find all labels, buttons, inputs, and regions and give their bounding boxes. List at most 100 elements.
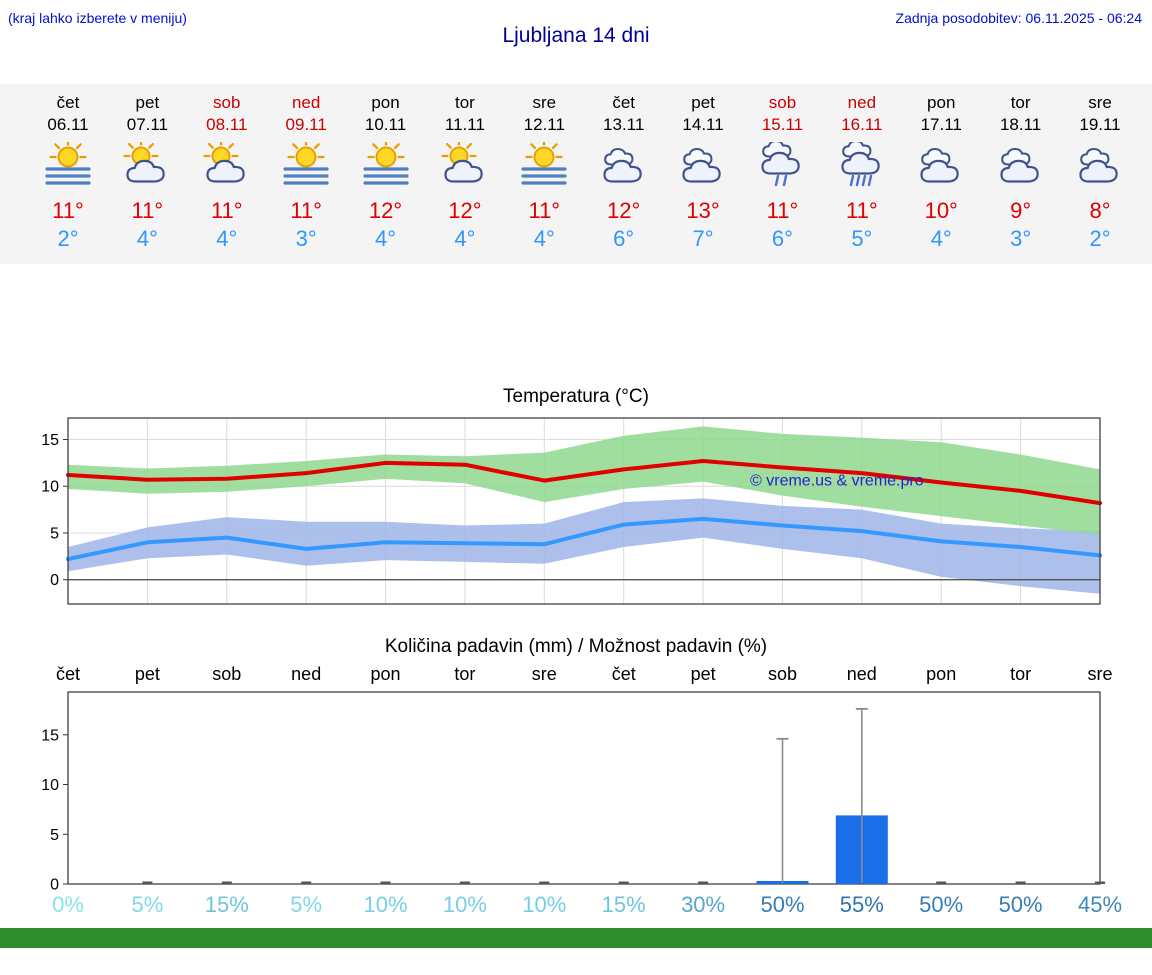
precip-y-tick-label: 5 xyxy=(50,827,59,844)
precip-trace-mark xyxy=(459,881,470,884)
forecast-day-13[interactable]: sre 19.11 8° 2° xyxy=(1060,92,1140,252)
precipitation-chart: čet pet sob ned pon tor sre čet pet sob ned pon tor s… xyxy=(41,664,1122,917)
forecast-day-12[interactable]: tor 18.11 9° 3° xyxy=(981,92,1061,252)
day-name: čet xyxy=(612,93,636,112)
partly-cloudy-icon xyxy=(187,141,267,189)
forecast-day-11[interactable]: pon 17.11 10° 4° xyxy=(901,92,981,252)
precip-y-tick-label: 0 xyxy=(50,877,59,894)
precip-day-label: sob xyxy=(212,664,241,684)
day-date: 17.11 xyxy=(920,115,962,134)
day-name: tor xyxy=(455,93,475,112)
sun-fog-icon xyxy=(266,141,346,189)
day-date: 11.11 xyxy=(444,115,485,134)
probability-label: 0% xyxy=(52,892,84,917)
max-temp-line xyxy=(66,459,1102,506)
temperature-chart-title: Temperatura (°C) xyxy=(503,386,649,407)
partly-cloudy-icon xyxy=(425,141,505,189)
precip-day-label: sre xyxy=(1087,664,1112,684)
day-name: ned xyxy=(847,93,877,112)
forecast-day-2[interactable]: sob 08.11 11° 4° xyxy=(187,92,267,252)
probability-label: 10% xyxy=(363,892,407,917)
day-name: ned xyxy=(291,93,321,112)
high-temp: 12° xyxy=(607,198,641,223)
forecast-day-8[interactable]: pet 14.11 13° 7° xyxy=(663,92,743,252)
precip-trace-mark xyxy=(698,881,709,884)
precip-y-tick-label: 15 xyxy=(41,727,59,744)
precip-day-label: ned xyxy=(291,664,321,684)
day-name: čet xyxy=(56,93,80,112)
forecast-day-1[interactable]: pet 07.11 11° 4° xyxy=(107,92,187,252)
forecast-day-6[interactable]: sre 12.11 11° 4° xyxy=(504,92,584,252)
precip-trace-mark xyxy=(142,881,153,884)
cloudy-icon xyxy=(981,141,1061,189)
low-temp: 2° xyxy=(57,226,79,251)
sun-fog-icon xyxy=(28,141,108,189)
high-temp: 11° xyxy=(766,198,799,223)
day-name: pon xyxy=(927,93,956,112)
precip-day-label: pet xyxy=(135,664,160,684)
precip-trace-mark xyxy=(380,881,391,884)
forecast-day-7[interactable]: čet 13.11 12° 6° xyxy=(584,92,664,252)
probability-label: 10% xyxy=(443,892,487,917)
probability-label: 15% xyxy=(602,892,646,917)
page-title: Ljubljana 14 dni xyxy=(502,24,650,47)
page-header: (kraj lahko izberete v meniju) Ljubljana… xyxy=(0,0,1152,60)
probability-label: 30% xyxy=(681,892,725,917)
day-date: 18.11 xyxy=(999,115,1042,134)
precip-day-label: pon xyxy=(926,664,956,684)
day-name: pet xyxy=(135,93,160,112)
probability-label: 5% xyxy=(290,892,322,917)
high-temp: 11° xyxy=(528,198,561,223)
low-temp: 3° xyxy=(1010,226,1032,251)
forecast-day-5[interactable]: tor 11.11 12° 4° xyxy=(425,92,505,252)
temp-y-tick-label: 0 xyxy=(50,572,59,589)
low-temp: 4° xyxy=(454,226,476,251)
day-name: sob xyxy=(213,93,241,112)
forecast-day-0[interactable]: čet 06.11 11° 2° xyxy=(28,92,108,252)
min-temp-line xyxy=(66,516,1102,562)
forecast-strip: čet 06.11 11° 2° pet 07.11 11° 4° sob 08.11 11° 4° n… xyxy=(0,84,1152,264)
day-date: 12.11 xyxy=(523,115,565,134)
low-temp: 4° xyxy=(533,226,555,251)
forecast-day-10[interactable]: ned 16.11 11° 5° xyxy=(822,92,902,252)
day-date: 07.11 xyxy=(126,115,169,134)
probability-label: 55% xyxy=(840,892,884,917)
high-temp: 8° xyxy=(1089,198,1111,223)
probability-label: 45% xyxy=(1078,892,1122,917)
precip-trace-mark xyxy=(221,881,232,884)
high-temp: 12° xyxy=(368,198,403,223)
low-temp: 4° xyxy=(136,226,158,251)
precip-trace-mark xyxy=(301,881,312,884)
probability-label: 15% xyxy=(205,892,249,917)
day-name: pon xyxy=(371,93,400,112)
high-temp: 10° xyxy=(924,198,958,223)
probability-label: 50% xyxy=(760,892,804,917)
precip-day-label: sre xyxy=(532,664,557,684)
low-temp: 4° xyxy=(930,226,952,251)
day-date: 10.11 xyxy=(364,115,407,134)
precip-day-label: ned xyxy=(847,664,877,684)
cloudy-icon xyxy=(663,141,743,189)
low-temp: 4° xyxy=(216,226,238,251)
cloudy-icon xyxy=(584,141,664,189)
precip-day-label: čet xyxy=(612,664,636,684)
precip-day-label: tor xyxy=(454,664,475,684)
cloudy-icon xyxy=(1060,141,1140,189)
sun-fog-icon xyxy=(504,141,584,189)
day-date: 13.11 xyxy=(603,115,645,134)
high-temp: 12° xyxy=(448,198,482,223)
day-name: pet xyxy=(691,93,715,112)
probability-label: 50% xyxy=(919,892,963,917)
precip-trace-mark xyxy=(1015,881,1026,884)
low-temp: 7° xyxy=(692,226,714,251)
probability-label: 5% xyxy=(132,892,164,917)
forecast-day-4[interactable]: pon 10.11 12° 4° xyxy=(346,92,426,252)
rain-icon xyxy=(742,141,822,189)
day-name: sre xyxy=(1088,93,1112,112)
forecast-day-9[interactable]: sob 15.11 11° 6° xyxy=(742,92,822,252)
high-temp: 11° xyxy=(290,198,322,223)
day-date: 14.11 xyxy=(682,115,724,134)
precip-trace-mark xyxy=(539,881,550,884)
day-date: 19.11 xyxy=(1079,115,1121,134)
forecast-day-3[interactable]: ned 09.11 11° 3° xyxy=(266,92,346,252)
